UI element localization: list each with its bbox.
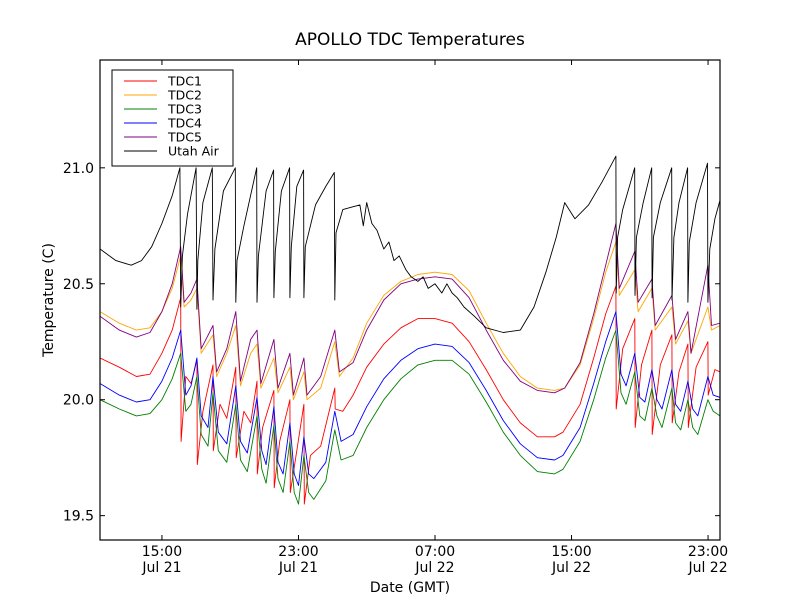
x-tick-label-time: 15:00: [551, 544, 591, 560]
series-layer: [100, 155, 720, 505]
series-line-tdc4: [100, 311, 720, 486]
legend-label: Utah Air: [168, 144, 220, 159]
y-axis-label: Temperature (C): [41, 243, 57, 358]
x-tick-label-date: Jul 22: [551, 560, 591, 576]
series-line-utah-air: [100, 155, 720, 333]
y-tick-label: 19.5: [63, 509, 94, 525]
legend-label: TDC2: [167, 88, 202, 103]
x-tick-label-date: Jul 22: [414, 560, 454, 576]
plot-frame: [99, 59, 721, 541]
x-axis-label: Date (GMT): [370, 580, 450, 596]
legend-label: TDC4: [167, 116, 202, 131]
legend-box: [111, 69, 234, 167]
x-tick-label-time: 23:00: [278, 544, 318, 560]
legend-label: TDC5: [167, 130, 202, 145]
series-line-tdc3: [100, 329, 720, 505]
chart-title: APOLLO TDC Temperatures: [295, 30, 525, 50]
y-tick-label: 20.5: [63, 277, 94, 293]
series-line-tdc5: [100, 223, 720, 396]
x-tick-label-time: 15:00: [142, 544, 182, 560]
x-tick-label-date: Jul 21: [278, 560, 318, 576]
legend-label: TDC3: [167, 102, 202, 117]
x-tick-label-date: Jul 21: [141, 560, 181, 576]
legend-label: TDC1: [167, 74, 202, 89]
series-line-tdc1: [100, 285, 720, 505]
y-tick-label: 20.0: [63, 393, 94, 409]
x-tick-label-time: 23:00: [688, 544, 728, 560]
y-tick-label: 21.0: [63, 161, 94, 177]
x-tick-label-time: 07:00: [415, 544, 455, 560]
x-tick-label-date: Jul 22: [687, 560, 727, 576]
